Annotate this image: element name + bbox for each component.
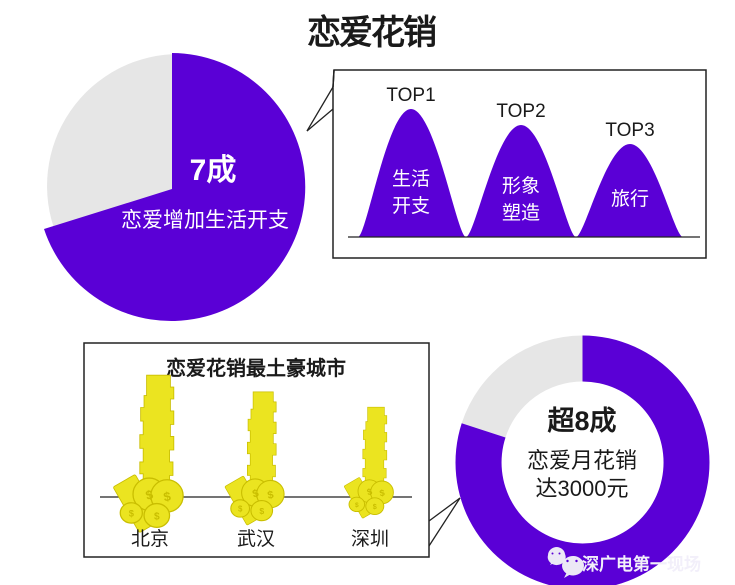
svg-text:深广电第一现场: 深广电第一现场 (582, 554, 701, 574)
